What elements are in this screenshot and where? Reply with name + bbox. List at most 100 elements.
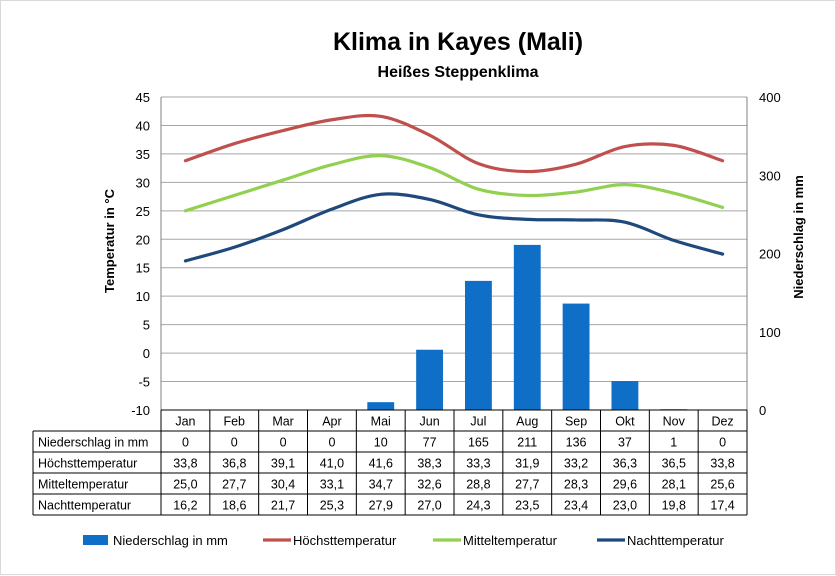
- data-label: 18,6: [222, 499, 246, 513]
- data-label: 17,4: [710, 499, 734, 513]
- legend-label: Nachttemperatur: [627, 533, 724, 548]
- legend-label: Mitteltemperatur: [463, 533, 558, 548]
- x-tick-label: Aug: [516, 415, 538, 429]
- legend-label: Höchsttemperatur: [293, 533, 397, 548]
- data-label: 28,1: [662, 478, 686, 492]
- x-tick-label: Mai: [371, 415, 391, 429]
- data-label: 21,7: [271, 499, 295, 513]
- x-tick-label: Apr: [322, 415, 341, 429]
- data-label: 32,6: [417, 478, 441, 492]
- x-tick-label: Feb: [223, 415, 245, 429]
- data-label: 25,3: [320, 499, 344, 513]
- y-tick-label-right: 200: [759, 247, 781, 262]
- data-label: 25,6: [710, 478, 734, 492]
- x-tick-label: Nov: [663, 415, 686, 429]
- data-label: 23,0: [613, 499, 637, 513]
- data-label: 0: [719, 436, 726, 450]
- data-label: 77: [423, 436, 437, 450]
- table-row-header: Mitteltemperatur: [38, 478, 128, 492]
- data-label: 33,2: [564, 457, 588, 471]
- data-label: 165: [468, 436, 489, 450]
- data-label: 33,1: [320, 478, 344, 492]
- table-row-header: Niederschlag in mm: [38, 436, 148, 450]
- chart-title: Klima in Kayes (Mali): [333, 28, 583, 56]
- x-tick-label: Okt: [615, 415, 635, 429]
- data-label: 23,5: [515, 499, 539, 513]
- data-label: 10: [374, 436, 388, 450]
- data-label: 27,0: [417, 499, 441, 513]
- data-label: 0: [182, 436, 189, 450]
- y-tick-label-left: 15: [136, 261, 150, 276]
- data-label: 41,0: [320, 457, 344, 471]
- data-label: 29,6: [613, 478, 637, 492]
- data-label: 31,9: [515, 457, 539, 471]
- data-label: 0: [231, 436, 238, 450]
- data-label: 33,8: [173, 457, 197, 471]
- precipitation-bar: [464, 280, 492, 410]
- data-label: 24,3: [466, 499, 490, 513]
- data-label: 36,5: [662, 457, 686, 471]
- y-tick-label-left: 10: [136, 289, 150, 304]
- data-label: 28,3: [564, 478, 588, 492]
- plot-area: 45 40 35 30 25 20 15 10 5 0 -5 -10 400 300 200 100 0: [131, 90, 781, 418]
- y-tick-label-left: 25: [136, 204, 150, 219]
- data-label: 34,7: [369, 478, 393, 492]
- y-tick-label-right: 400: [759, 90, 781, 105]
- y-axis-label-right: Niederschlag in mm: [791, 175, 806, 299]
- y-axis-label-left: Temperatur in °C: [102, 188, 117, 293]
- data-label: 38,3: [417, 457, 441, 471]
- y-tick-label-left: 5: [143, 318, 150, 333]
- y-tick-label-right: 0: [759, 403, 766, 418]
- data-label: 30,4: [271, 478, 295, 492]
- precipitation-bar: [562, 303, 590, 410]
- precipitation-bar: [416, 349, 444, 410]
- precipitation-bar: [513, 244, 541, 410]
- data-label: 33,3: [466, 457, 490, 471]
- data-label: 19,8: [662, 499, 686, 513]
- x-tick-label: Dez: [711, 415, 733, 429]
- data-label: 27,9: [369, 499, 393, 513]
- data-label: 0: [280, 436, 287, 450]
- legend-swatch: [83, 535, 108, 545]
- series-line-höchsttemperatur: [183, 113, 725, 174]
- legend: Niederschlag in mm Höchsttemperatur Mittel…: [83, 533, 724, 548]
- x-tick-label: Jan: [175, 415, 195, 429]
- x-tick-label: Mar: [272, 415, 294, 429]
- data-label: 27,7: [515, 478, 539, 492]
- data-label: 37: [618, 436, 632, 450]
- x-tick-label: Jul: [470, 415, 486, 429]
- x-tick-label: Sep: [565, 415, 587, 429]
- data-label: 39,1: [271, 457, 295, 471]
- y-tick-label-left: 45: [136, 90, 150, 105]
- series-line-nachttemperatur: [183, 192, 725, 263]
- data-label: 0: [328, 436, 335, 450]
- data-label: 33,8: [710, 457, 734, 471]
- data-label: 28,8: [466, 478, 490, 492]
- table-row-header: Nachttemperatur: [38, 499, 131, 513]
- chart-subtitle: Heißes Steppenklima: [378, 64, 539, 81]
- legend-label: Niederschlag in mm: [113, 533, 228, 548]
- series-line-mitteltemperatur: [183, 154, 725, 213]
- y-tick-label-left: 0: [143, 346, 150, 361]
- data-label: 36,8: [222, 457, 246, 471]
- y-tick-label-left: 35: [136, 147, 150, 162]
- data-label: 136: [566, 436, 587, 450]
- data-label: 23,4: [564, 499, 588, 513]
- precipitation-bar: [367, 402, 395, 410]
- x-tick-label: Jun: [420, 415, 440, 429]
- y-tick-label-left: -5: [138, 375, 150, 390]
- data-label: 41,6: [369, 457, 393, 471]
- data-label: 27,7: [222, 478, 246, 492]
- data-label: 25,0: [173, 478, 197, 492]
- y-tick-label-right: 300: [759, 168, 781, 183]
- y-tick-label-left: -10: [131, 403, 150, 418]
- data-label: 1: [670, 436, 677, 450]
- y-tick-label-left: 20: [136, 232, 150, 247]
- y-tick-label-left: 30: [136, 175, 150, 190]
- y-tick-label-right: 100: [759, 325, 781, 340]
- data-label: 16,2: [173, 499, 197, 513]
- data-table: Jan Feb Mar Apr Mai Jun Jul Aug Sep Okt Nov Dez Nied…: [32, 409, 748, 516]
- data-label: 211: [517, 436, 537, 450]
